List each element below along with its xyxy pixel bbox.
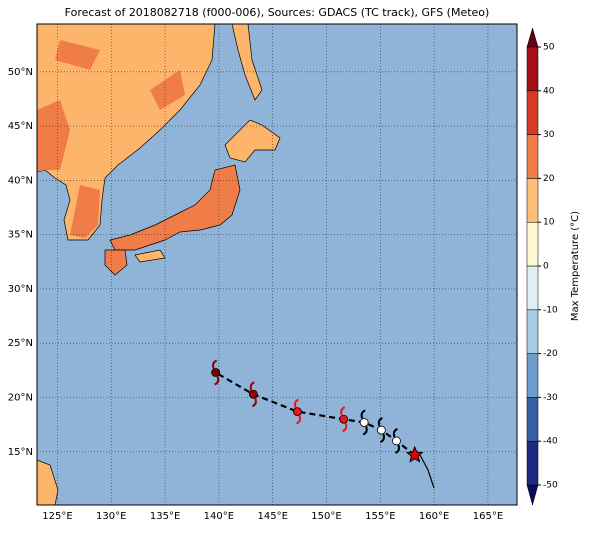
lon-tick-label: 165°E [473, 511, 503, 522]
colorbar-tick-label: -50 [543, 481, 558, 491]
lon-tick-label: 150°E [311, 511, 341, 522]
colorbar-tick-label: -30 [543, 393, 558, 403]
colorbar-tick-label: 20 [543, 174, 555, 184]
colorbar-extend-high [526, 27, 539, 48]
track-marker [248, 381, 258, 408]
colorbar-tick-label: 30 [543, 130, 555, 140]
colorbar-band [526, 397, 539, 442]
lat-tick-label: 30°N [8, 284, 33, 295]
lon-tick-label: 140°E [204, 511, 234, 522]
colorbar-band [526, 178, 539, 223]
track-line [215, 371, 416, 456]
storm-eye [248, 389, 258, 399]
storm-eye [339, 414, 349, 424]
storm-eye [392, 436, 401, 446]
colorbar-tick-label: 50 [543, 43, 555, 53]
lat-tick-label: 35°N [8, 230, 33, 241]
track-marker [392, 428, 401, 454]
lon-tick-label: 145°E [257, 511, 287, 522]
colorbar-tick-label: 10 [543, 218, 555, 228]
lon-tick-label: 160°E [419, 511, 449, 522]
storm-arms [212, 359, 220, 386]
lat-tick-label: 50°N [8, 67, 33, 78]
storm-arms [293, 398, 302, 425]
storm-eye [293, 407, 302, 417]
colorbar-tick-label: -10 [543, 305, 558, 315]
colorbar-band [526, 90, 539, 135]
storm-arms [377, 417, 385, 444]
storm-eye [376, 425, 386, 435]
storm-arms [392, 428, 401, 454]
track-marker [339, 406, 349, 433]
colorbar-band [526, 265, 539, 311]
storm-arms [360, 409, 368, 436]
title: Forecast of 2018082718 (f000-006), Sourc… [65, 6, 490, 19]
colorbar-band [526, 221, 539, 267]
map-frame [36, 23, 518, 506]
colorbar-tick-label: -20 [543, 349, 558, 359]
lat-tick-label: 15°N [8, 447, 33, 458]
track-marker [405, 445, 424, 463]
colorbar-band [526, 353, 539, 398]
colorbar-band [526, 309, 539, 354]
track-marker [293, 398, 302, 425]
storm-eye [211, 368, 221, 377]
lat-tick-label: 40°N [8, 175, 33, 186]
track-marker [376, 417, 386, 444]
track-marker [211, 359, 221, 386]
colorbar-extend-low [526, 484, 539, 506]
lon-tick-label: 155°E [365, 511, 395, 522]
lon-tick-label: 130°E [96, 511, 126, 522]
storm-eye [359, 418, 369, 427]
colorbar-tick-label: 0 [543, 262, 549, 272]
colorbar-band [526, 134, 539, 179]
colorbar-tick-label: 40 [543, 86, 555, 96]
colorbar-label: Max Temperature (°C) [570, 211, 581, 321]
colorbar-band [526, 440, 539, 486]
lat-tick-label: 45°N [8, 121, 33, 132]
storm-arms [340, 406, 348, 433]
colorbar-band [526, 46, 539, 92]
track-marker [359, 409, 369, 436]
land [37, 24, 435, 505]
colorbar-tick-label: -40 [543, 437, 558, 447]
lon-tick-label: 125°E [42, 511, 72, 522]
lat-tick-label: 20°N [8, 393, 33, 404]
lat-tick-label: 25°N [8, 338, 33, 349]
storm-arms [249, 381, 257, 408]
lon-tick-label: 135°E [150, 511, 180, 522]
